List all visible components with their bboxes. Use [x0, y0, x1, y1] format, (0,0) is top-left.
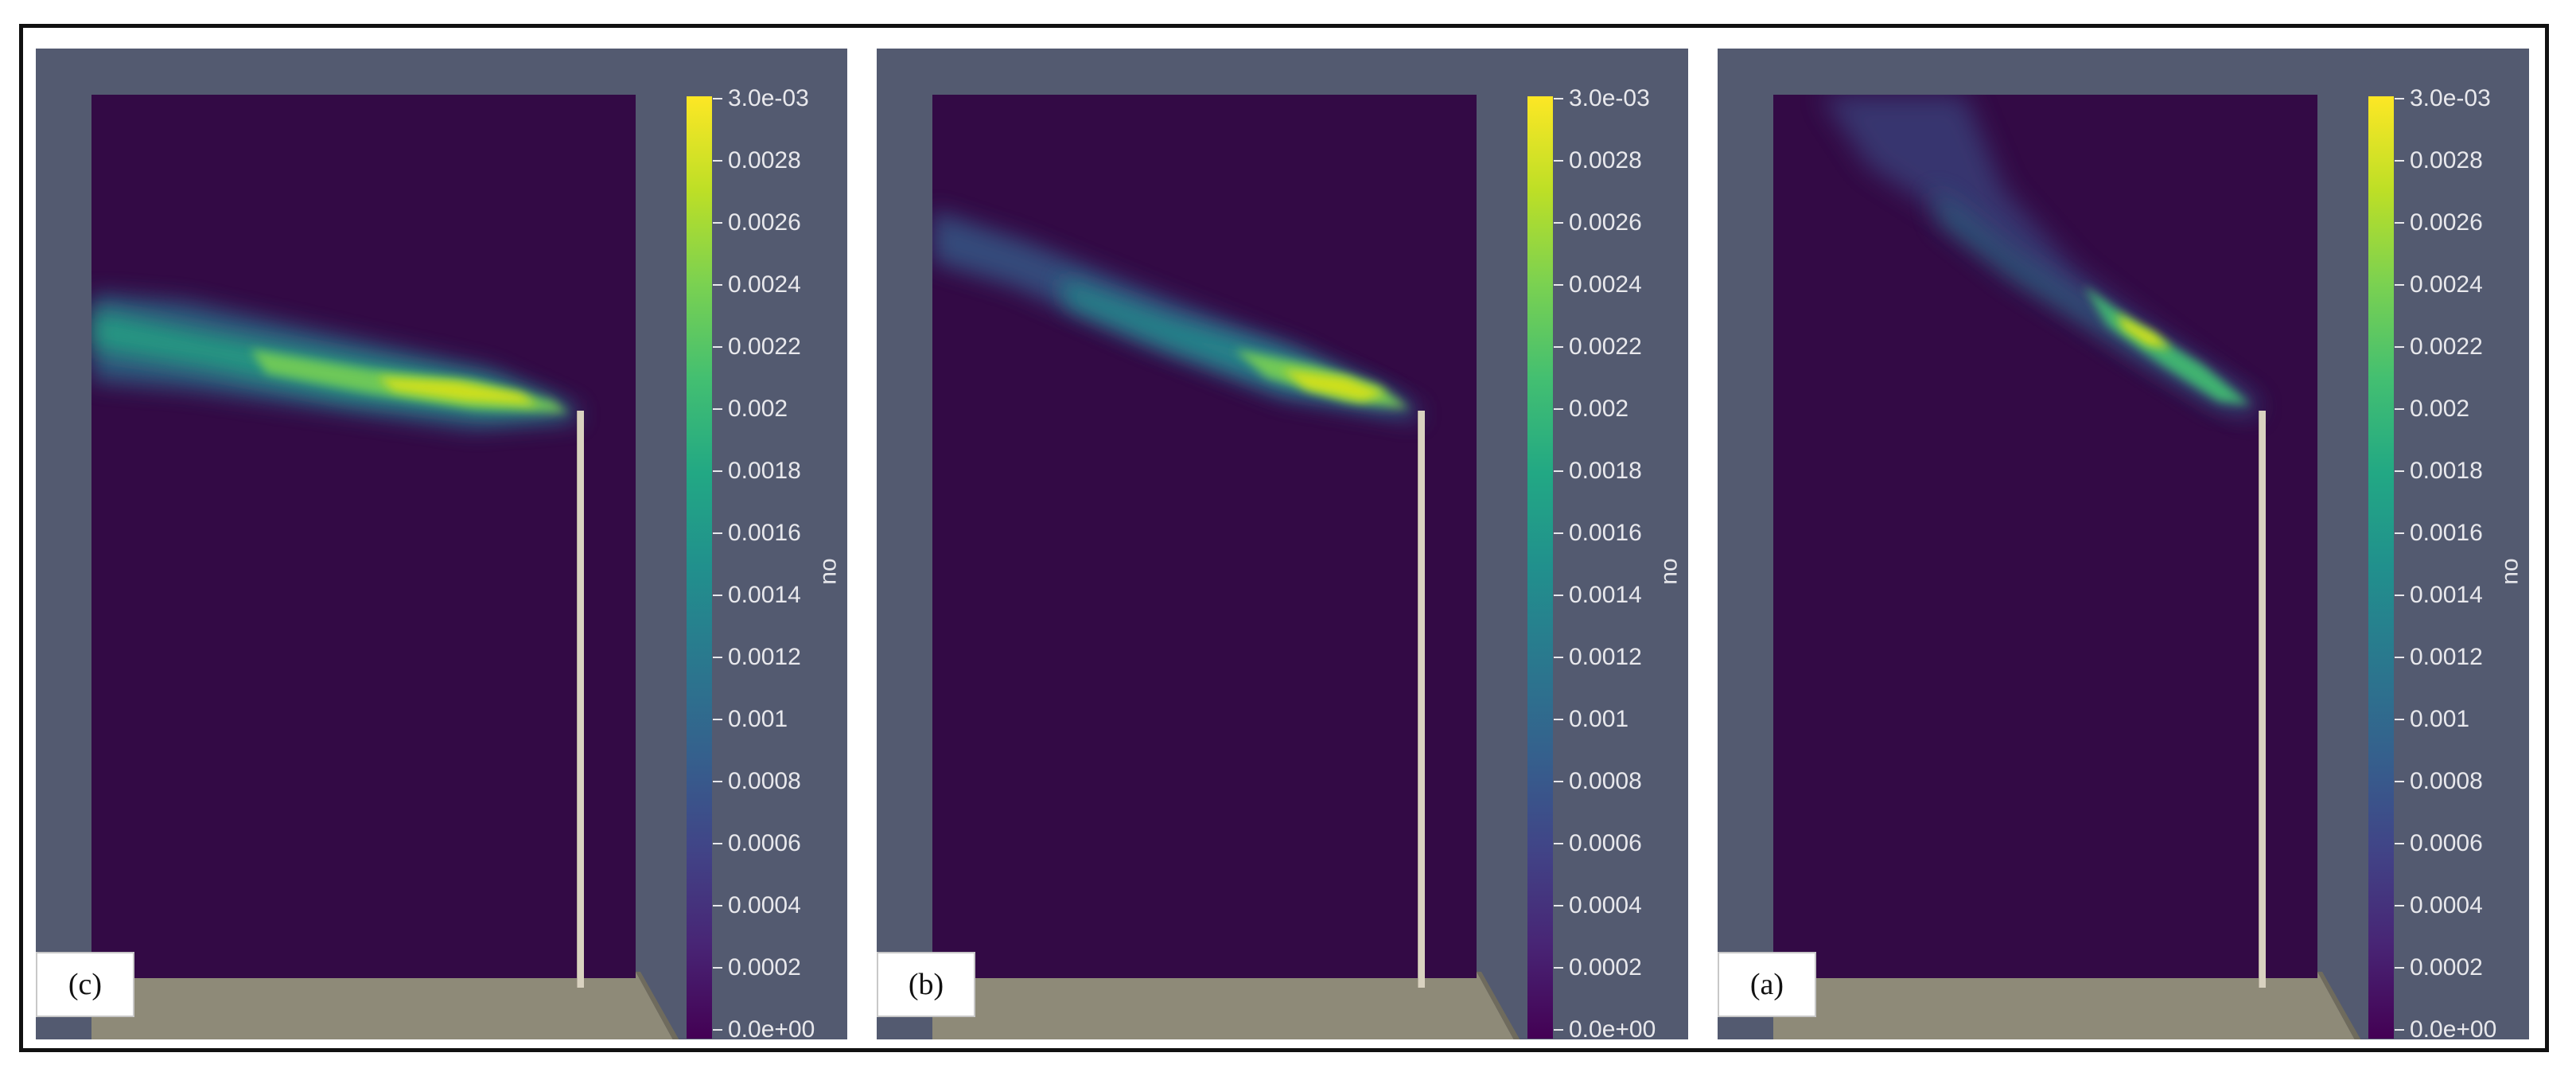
colorbar-tick-label: 0.0018: [2410, 458, 2483, 484]
colorbar-tick-label: 0.0022: [2410, 333, 2483, 360]
colorbar-tick-label: 0.0028: [2410, 147, 2483, 174]
colorbar-tick-label: 0.0018: [728, 458, 801, 484]
colorbar-tick-label: 0.0024: [1569, 271, 1642, 298]
figure-frame: 3.0e-03 0.0028 0.0026 0.0024 0.0022 0.00…: [19, 24, 2549, 1052]
colorbar-tick-label: 3.0e-03: [728, 85, 809, 111]
colorbar-tick-label: 0.0018: [1569, 458, 1642, 484]
colorbar-tick-label: 0.0004: [2410, 892, 2483, 918]
colorbar-title: no: [2496, 558, 2523, 585]
plume-image: [91, 294, 578, 429]
panel-label: (c): [36, 952, 134, 1017]
colorbar-tick-label: 0.0024: [2410, 271, 2483, 298]
colorbar-tick-label: 0.0002: [1569, 954, 1642, 981]
simulation-domain: [1773, 95, 2317, 978]
colorbar-tick-label: 0.0014: [2410, 582, 2483, 608]
colorbar-tick-label: 0.002: [2410, 396, 2470, 422]
colorbar-tick-label: 0.0026: [1569, 209, 1642, 236]
colorbar-tick-label: 0.0022: [1569, 333, 1642, 360]
ground-plane: [1773, 972, 2361, 1039]
colorbar-tick-label: 0.0022: [728, 333, 801, 360]
colorbar-tick-label: 0.002: [728, 396, 788, 422]
colorbar-tick-label: 0.0028: [1569, 147, 1642, 174]
panel-b: 3.0e-03 0.0028 0.0026 0.0024 0.0022 0.00…: [877, 49, 1688, 1039]
colorbar-tick-label: 0.0008: [1569, 768, 1642, 794]
colorbar-title: no: [815, 558, 842, 585]
simulation-domain: [932, 95, 1477, 978]
colorbar: [2368, 96, 2394, 1039]
panel-label: (b): [877, 952, 975, 1017]
colorbar-title: no: [1656, 558, 1683, 585]
colorbar: [687, 96, 712, 1039]
colorbar-tick-label: 0.0e+00: [1569, 1016, 1656, 1040]
colorbar: [1527, 96, 1553, 1039]
colorbar-tick-label: 0.0014: [728, 582, 801, 608]
colorbar-tick-label: 0.001: [1569, 706, 1629, 732]
plume-image: [932, 210, 1419, 421]
colorbar-tick-label: 0.0008: [2410, 768, 2483, 794]
colorbar-tick-label: 0.0012: [728, 644, 801, 670]
colorbar-tick-label: 0.0014: [1569, 582, 1642, 608]
smokestack: [2259, 411, 2266, 988]
colorbar-tick-label: 0.0016: [728, 520, 801, 546]
colorbar-tick-label: 0.0006: [728, 830, 801, 856]
colorbar-tick-label: 0.0002: [2410, 954, 2483, 981]
colorbar-tick-label: 0.0026: [728, 209, 801, 236]
colorbar-tick-label: 3.0e-03: [2410, 85, 2491, 111]
plume-image: [1821, 95, 2260, 417]
colorbar-tick-label: 0.0e+00: [728, 1016, 815, 1040]
colorbar-tick-label: 0.0008: [728, 768, 801, 794]
colorbar-tick-label: 0.0028: [728, 147, 801, 174]
panel-a: 3.0e-03 0.0028 0.0026 0.0024 0.0022 0.00…: [1718, 49, 2529, 1039]
colorbar-tick-label: 0.0004: [1569, 892, 1642, 918]
colorbar-tick-label: 0.0024: [728, 271, 801, 298]
colorbar-tick-label: 0.0006: [1569, 830, 1642, 856]
colorbar-tick-label: 0.0006: [2410, 830, 2483, 856]
smokestack: [1418, 411, 1425, 988]
ground-plane: [932, 972, 1520, 1039]
panel-c: 3.0e-03 0.0028 0.0026 0.0024 0.0022 0.00…: [36, 49, 847, 1039]
colorbar-tick-label: 0.0012: [1569, 644, 1642, 670]
panel-label: (a): [1718, 952, 1816, 1017]
colorbar-tick-label: 0.0004: [728, 892, 801, 918]
colorbar-tick-label: 0.0012: [2410, 644, 2483, 670]
colorbar-tick-label: 0.0016: [2410, 520, 2483, 546]
smokestack: [577, 411, 584, 988]
colorbar-tick-label: 0.001: [728, 706, 788, 732]
simulation-domain: [91, 95, 636, 978]
colorbar-tick-label: 3.0e-03: [1569, 85, 1650, 111]
colorbar-tick-label: 0.002: [1569, 396, 1629, 422]
colorbar-tick-label: 0.0016: [1569, 520, 1642, 546]
colorbar-tick-label: 0.001: [2410, 706, 2470, 732]
colorbar-tick-label: 0.0026: [2410, 209, 2483, 236]
colorbar-tick-label: 0.0e+00: [2410, 1016, 2497, 1040]
ground-plane: [91, 972, 679, 1039]
colorbar-tick-label: 0.0002: [728, 954, 801, 981]
